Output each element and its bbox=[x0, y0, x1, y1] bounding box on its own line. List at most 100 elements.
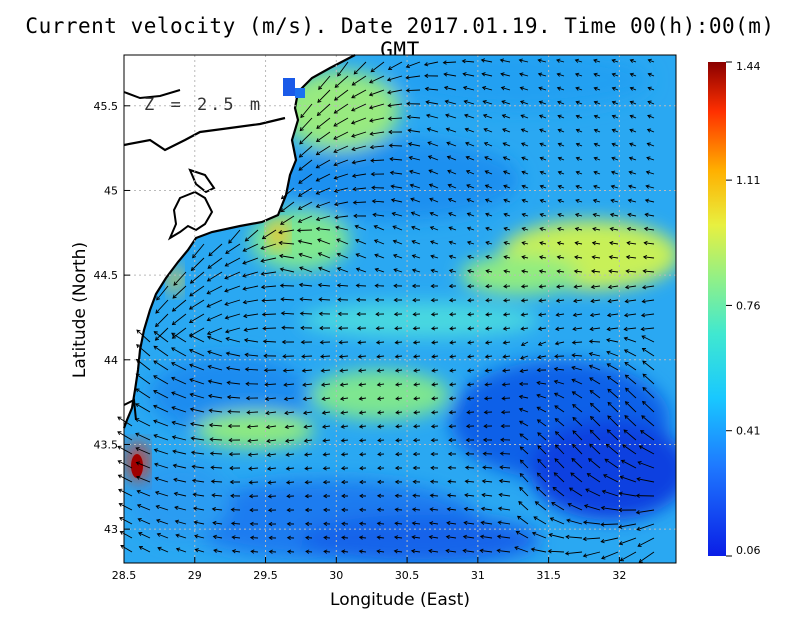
current-arrow-shaft bbox=[374, 225, 385, 231]
current-arrow-shaft bbox=[538, 73, 547, 77]
current-arrow-head bbox=[408, 155, 413, 161]
current-arrow-head bbox=[413, 354, 418, 359]
current-arrow-shaft bbox=[448, 198, 457, 203]
current-arrow-head bbox=[447, 183, 452, 188]
current-arrow-shaft bbox=[171, 347, 187, 357]
current-arrow-head bbox=[466, 382, 471, 387]
current-arrow-head bbox=[557, 198, 562, 204]
current-arrow-shaft bbox=[485, 341, 493, 344]
current-arrow-shaft bbox=[575, 199, 583, 203]
current-arrow-head bbox=[629, 58, 634, 63]
current-arrow-shaft bbox=[377, 411, 385, 414]
current-arrow-shaft bbox=[592, 242, 601, 245]
current-arrow-head bbox=[539, 227, 544, 232]
current-arrow-head bbox=[300, 325, 305, 331]
current-arrow-shaft bbox=[171, 377, 187, 385]
current-arrow-shaft bbox=[335, 215, 349, 219]
current-arrow-head bbox=[519, 100, 525, 105]
current-arrow-head bbox=[302, 410, 308, 415]
current-arrow-shaft bbox=[519, 73, 529, 77]
current-arrow-head bbox=[393, 549, 398, 554]
current-arrow-head bbox=[298, 166, 303, 171]
current-arrow-head bbox=[304, 466, 309, 471]
current-arrow-shaft bbox=[503, 355, 511, 358]
current-arrow-shaft bbox=[646, 171, 655, 175]
current-arrow-shaft bbox=[173, 271, 187, 286]
current-arrow-shaft bbox=[521, 142, 529, 147]
current-arrow-head bbox=[388, 129, 393, 135]
current-arrow-head bbox=[231, 549, 236, 554]
current-arrow-head bbox=[211, 507, 216, 512]
current-arrow-shaft bbox=[522, 242, 529, 245]
current-arrow-shaft bbox=[248, 467, 259, 470]
current-arrow-shaft bbox=[206, 285, 223, 295]
current-arrow-head bbox=[593, 58, 598, 63]
current-arrow-head bbox=[601, 489, 607, 494]
current-arrow-shaft bbox=[449, 255, 457, 259]
current-arrow-shaft bbox=[610, 228, 619, 231]
current-arrow-head bbox=[589, 312, 595, 318]
current-arrow-shaft bbox=[339, 355, 349, 358]
current-arrow-shaft bbox=[612, 101, 619, 105]
current-arrow-head bbox=[430, 297, 435, 303]
current-arrow-head bbox=[642, 269, 647, 274]
current-arrow-head bbox=[572, 416, 577, 422]
current-arrow-shaft bbox=[262, 313, 277, 316]
current-arrow-head bbox=[642, 360, 647, 365]
current-arrow-head bbox=[521, 170, 526, 175]
current-arrow-shaft bbox=[642, 285, 655, 289]
current-arrow-shaft bbox=[558, 157, 565, 161]
current-arrow-head bbox=[484, 340, 490, 345]
current-arrow-shaft bbox=[359, 550, 367, 553]
current-arrow-head bbox=[171, 406, 176, 411]
current-arrow-shaft bbox=[575, 228, 583, 231]
current-arrow-shaft bbox=[535, 501, 547, 511]
current-arrow-shaft bbox=[212, 522, 223, 525]
current-arrow-shaft bbox=[189, 349, 205, 357]
current-arrow-head bbox=[301, 354, 306, 359]
current-arrow-shaft bbox=[299, 253, 313, 259]
current-arrow-shaft bbox=[550, 517, 565, 525]
current-arrow-head bbox=[601, 555, 606, 560]
current-arrow-head bbox=[188, 305, 194, 310]
current-arrow-shaft bbox=[609, 270, 619, 273]
current-arrow-shaft bbox=[353, 61, 367, 75]
current-arrow-head bbox=[501, 114, 507, 119]
current-arrow-head bbox=[637, 542, 642, 547]
current-arrow-head bbox=[407, 142, 413, 147]
current-arrow-head bbox=[503, 198, 508, 203]
current-arrow-head bbox=[485, 326, 490, 331]
current-arrow-shaft bbox=[625, 285, 637, 288]
current-arrow-shaft bbox=[248, 439, 259, 442]
current-arrow-head bbox=[171, 420, 176, 426]
current-arrow-shaft bbox=[537, 355, 547, 359]
current-arrow-head bbox=[645, 184, 650, 189]
current-arrow-shaft bbox=[304, 425, 313, 428]
y-tick-label: 45.5 bbox=[94, 100, 119, 113]
current-arrow-head bbox=[230, 521, 236, 526]
current-arrow-shaft bbox=[341, 453, 349, 456]
current-arrow-head bbox=[586, 473, 591, 478]
current-arrow-head bbox=[537, 326, 542, 331]
current-arrow-shaft bbox=[648, 87, 655, 91]
current-arrow-head bbox=[431, 354, 436, 359]
current-arrow-head bbox=[575, 170, 580, 175]
current-arrow-shaft bbox=[480, 549, 493, 553]
current-arrow-head bbox=[386, 90, 392, 95]
current-arrow-head bbox=[518, 501, 523, 506]
current-arrow-head bbox=[611, 142, 616, 147]
current-arrow-head bbox=[374, 267, 379, 273]
current-arrow-head bbox=[500, 437, 505, 443]
current-arrow-head bbox=[412, 451, 417, 457]
current-arrow-head bbox=[224, 262, 229, 267]
current-arrow-shaft bbox=[189, 285, 205, 297]
current-arrow-head bbox=[556, 269, 561, 274]
current-arrow-head bbox=[538, 100, 543, 105]
current-arrow-head bbox=[411, 507, 417, 512]
current-arrow-shaft bbox=[587, 473, 601, 483]
current-arrow-head bbox=[463, 520, 468, 526]
current-arrow-shaft bbox=[189, 378, 205, 385]
current-arrow-head bbox=[171, 376, 176, 381]
current-arrow-shaft bbox=[593, 59, 601, 63]
current-arrow-head bbox=[172, 294, 177, 299]
